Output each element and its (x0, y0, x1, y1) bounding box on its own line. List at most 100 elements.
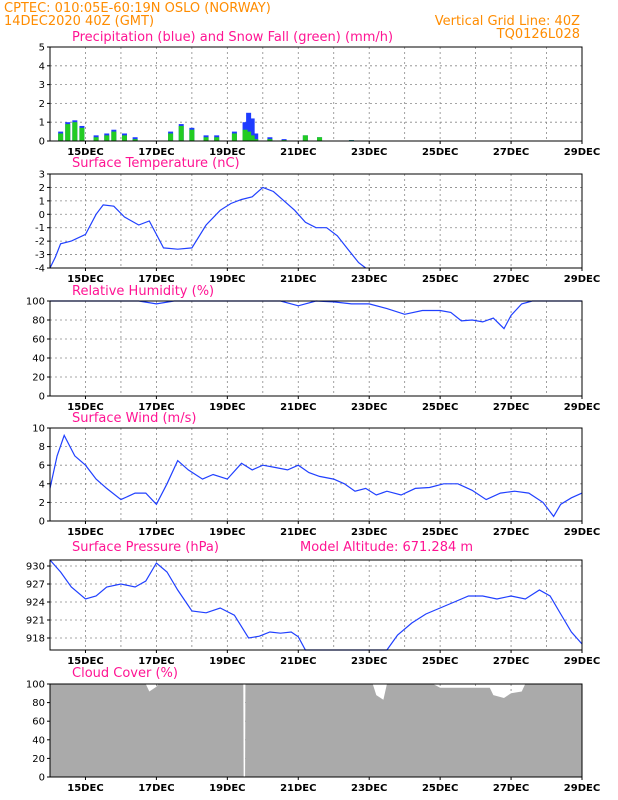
panel-4: Surface Wind (m/s) 0 2 4 6 8 10 15DEC 17DEC 19DEC… (32, 411, 600, 538)
x-tick-label: 29DEC (564, 402, 600, 413)
x-tick-label: 29DEC (564, 147, 600, 158)
x-tick-label: 15DEC (67, 783, 103, 794)
x-tick-label: 23DEC (351, 147, 387, 158)
x-tick-label: 27DEC (493, 274, 529, 285)
panel-3: Relative Humidity (%) 0 20 40 60 80 100 15DEC 17… (26, 284, 600, 413)
header-model: TQ0126L028 (496, 27, 580, 42)
precip-bar (249, 118, 255, 141)
precip-bar (253, 133, 259, 141)
header-date: 14DEC2020 40Z (GMT) (4, 14, 154, 29)
x-tick-label: 27DEC (493, 527, 529, 538)
snow-bar (189, 129, 195, 141)
panel-title: Surface Temperature (nC) (72, 156, 240, 171)
x-tick-label: 17DEC (138, 656, 174, 667)
x-tick-label: 17DEC (138, 783, 174, 794)
y-tick-label: 80 (32, 316, 45, 327)
x-tick-label: 27DEC (493, 402, 529, 413)
panel-title: Relative Humidity (%) (72, 284, 214, 299)
y-tick-label: -3 (35, 250, 45, 261)
x-tick-label: 19DEC (209, 656, 245, 667)
y-tick-label: 80 (32, 698, 45, 709)
snow-bar (121, 135, 127, 141)
y-tick-label: 2 (39, 99, 45, 110)
snow-bar (249, 135, 255, 141)
snow-bar (267, 139, 273, 141)
x-tick-label: 21DEC (280, 274, 316, 285)
x-tick-label: 15DEC (67, 656, 103, 667)
x-tick-label: 23DEC (351, 402, 387, 413)
snow-bar (93, 137, 99, 141)
snow-bar (111, 131, 117, 141)
y-tick-label: 3 (39, 80, 45, 91)
y-tick-label: 40 (32, 735, 45, 746)
snow-bar (242, 129, 248, 141)
y-tick-label: 0 (39, 517, 45, 528)
panel-6: Cloud Cover (%) 0 20 40 60 80 100 15DEC 17DEC 19D… (26, 666, 600, 794)
cloud-cover-area (50, 684, 582, 777)
panel-2: Surface Temperature (nC) -4 -3 -2 -1 0 1 2 3 15DE… (35, 156, 600, 285)
x-tick-label: 17DEC (138, 147, 174, 158)
x-tick-label: 27DEC (493, 656, 529, 667)
x-tick-label: 15DEC (67, 147, 103, 158)
panel-frame (49, 427, 583, 522)
x-tick-label: 21DEC (280, 783, 316, 794)
snow-bar (317, 137, 323, 141)
x-tick-label: 23DEC (351, 527, 387, 538)
snow-bar (178, 125, 184, 141)
y-tick-label: 0 (39, 773, 45, 784)
y-tick-label: 924 (26, 598, 45, 609)
y-tick-label: 100 (26, 680, 45, 691)
precip-bar (246, 112, 252, 141)
snow-bar (246, 131, 252, 141)
y-tick-label: 60 (32, 717, 45, 728)
y-tick-label: 2 (39, 183, 45, 194)
snow-bar (132, 139, 138, 141)
panel-frame (49, 173, 583, 269)
y-tick-label: 6 (39, 461, 45, 472)
x-tick-label: 29DEC (564, 656, 600, 667)
y-tick-label: 4 (39, 61, 45, 72)
panel-title: Surface Wind (m/s) (72, 411, 196, 426)
y-tick-label: 20 (32, 373, 45, 384)
x-tick-label: 25DEC (422, 402, 458, 413)
x-tick-label: 23DEC (351, 656, 387, 667)
panels: Precipitation (blue) and Snow Fall (gree… (26, 30, 600, 794)
panel-title: Precipitation (blue) and Snow Fall (gree… (72, 30, 393, 45)
snow-bar (168, 133, 174, 141)
x-tick-label: 27DEC (493, 147, 529, 158)
y-tick-label: 100 (26, 297, 45, 308)
x-tick-label: 27DEC (493, 783, 529, 794)
panel-frame (49, 559, 583, 651)
x-tick-label: 25DEC (422, 274, 458, 285)
x-tick-label: 29DEC (564, 527, 600, 538)
y-tick-label: 40 (32, 354, 45, 365)
x-tick-label: 15DEC (67, 402, 103, 413)
snow-bar (253, 139, 259, 141)
y-tick-label: 3 (39, 170, 45, 181)
panel-frame (49, 683, 583, 778)
panel-frame (49, 46, 583, 142)
x-tick-label: 17DEC (138, 527, 174, 538)
x-tick-label: 17DEC (138, 274, 174, 285)
y-tick-label: 927 (26, 580, 45, 591)
y-tick-label: 1 (39, 196, 45, 207)
panel-title: Surface Pressure (hPa) (72, 540, 219, 555)
snow-bar (203, 137, 209, 141)
y-tick-label: 8 (39, 442, 45, 453)
x-tick-label: 21DEC (280, 147, 316, 158)
y-tick-label: 0 (39, 210, 45, 221)
x-tick-label: 25DEC (422, 527, 458, 538)
x-tick-label: 17DEC (138, 402, 174, 413)
x-tick-label: 21DEC (280, 656, 316, 667)
panel-1: Precipitation (blue) and Snow Fall (gree… (39, 30, 601, 158)
x-tick-label: 25DEC (422, 147, 458, 158)
series-line (49, 559, 583, 651)
x-tick-label: 29DEC (564, 783, 600, 794)
y-tick-label: 60 (32, 335, 45, 346)
series-line (49, 433, 583, 518)
y-tick-label: -2 (35, 237, 45, 248)
x-tick-label: 23DEC (351, 274, 387, 285)
snow-series (58, 122, 425, 141)
panel-5: Surface Pressure (hPa) Model Altitude: 67… (26, 540, 600, 667)
